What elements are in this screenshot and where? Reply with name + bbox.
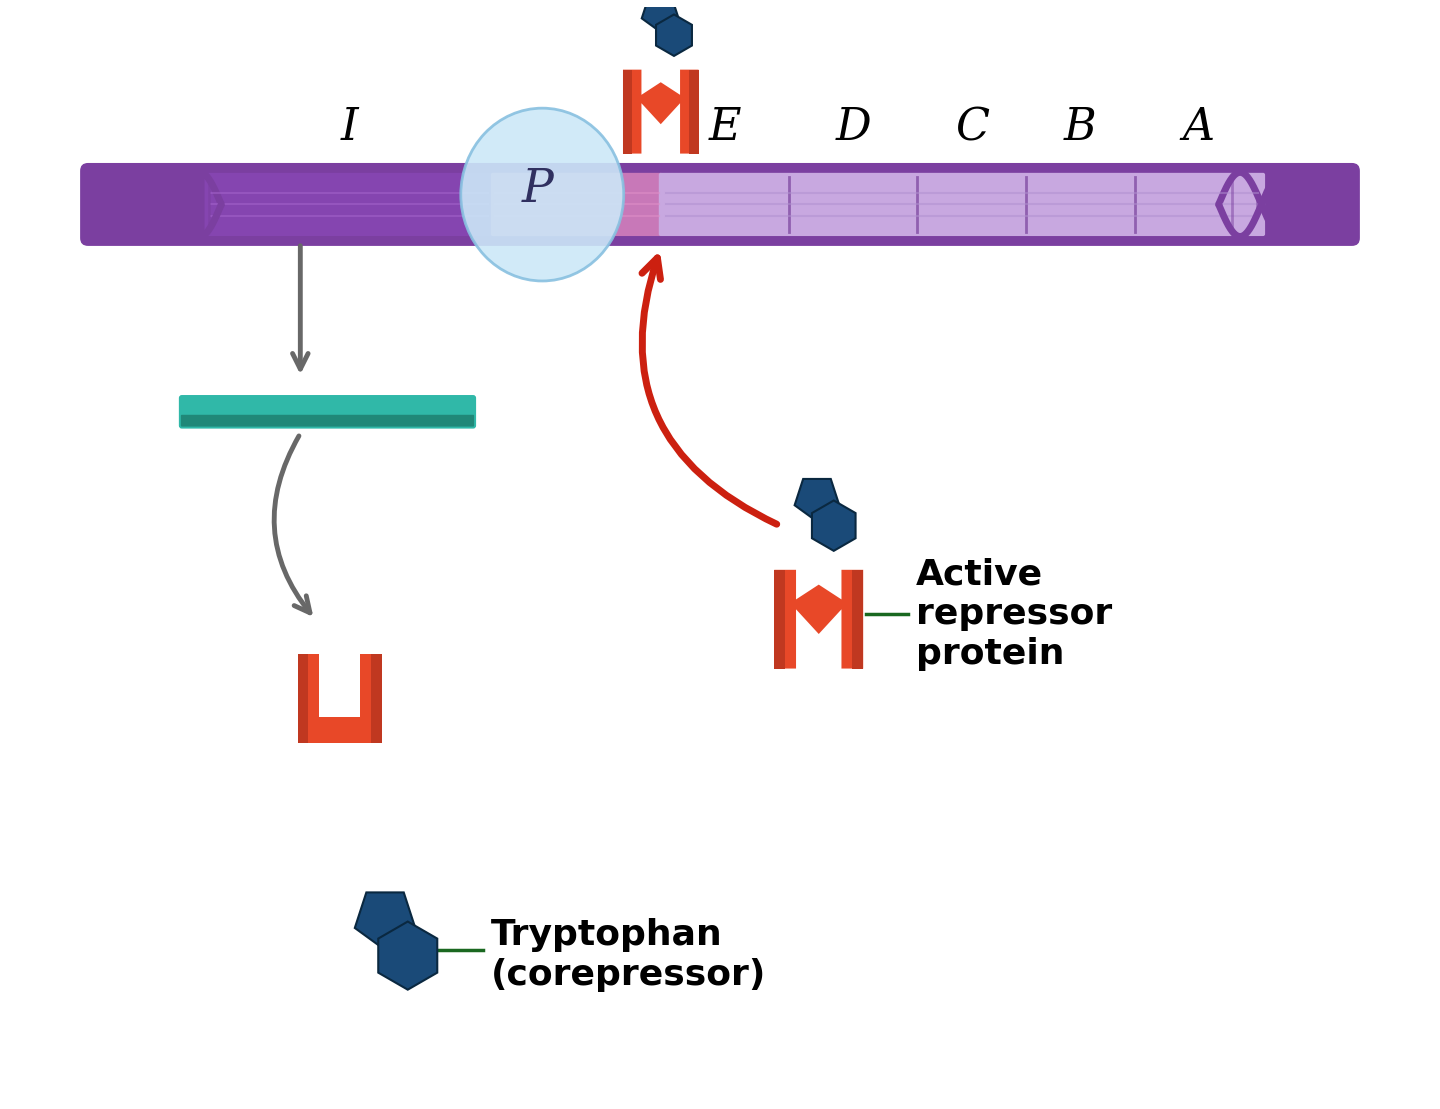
FancyBboxPatch shape <box>204 173 495 236</box>
FancyBboxPatch shape <box>181 415 474 427</box>
Text: Tryptophan: Tryptophan <box>491 918 723 953</box>
Polygon shape <box>372 653 382 743</box>
Ellipse shape <box>461 109 624 281</box>
FancyBboxPatch shape <box>81 163 1359 246</box>
Text: repressor: repressor <box>916 598 1112 631</box>
Polygon shape <box>657 14 693 55</box>
Text: (corepressor): (corepressor) <box>491 958 766 991</box>
Polygon shape <box>298 653 308 743</box>
Text: A: A <box>1182 106 1215 149</box>
Polygon shape <box>379 922 438 989</box>
Polygon shape <box>775 570 863 669</box>
Polygon shape <box>642 0 678 32</box>
FancyBboxPatch shape <box>179 395 477 428</box>
Text: P: P <box>521 167 553 212</box>
Polygon shape <box>795 479 840 521</box>
Text: C: C <box>955 106 989 149</box>
Polygon shape <box>690 70 698 153</box>
Text: I: I <box>341 106 359 149</box>
FancyBboxPatch shape <box>491 173 662 236</box>
Polygon shape <box>812 500 855 551</box>
Text: D: D <box>835 106 871 149</box>
Text: protein: protein <box>916 637 1064 671</box>
Polygon shape <box>354 893 415 950</box>
Polygon shape <box>624 70 698 153</box>
Text: E: E <box>708 106 742 149</box>
FancyBboxPatch shape <box>658 173 1266 236</box>
Text: B: B <box>1064 106 1097 149</box>
Polygon shape <box>298 653 382 743</box>
Polygon shape <box>852 570 863 669</box>
Text: Active: Active <box>916 558 1043 592</box>
Polygon shape <box>775 570 785 669</box>
Polygon shape <box>624 70 632 153</box>
